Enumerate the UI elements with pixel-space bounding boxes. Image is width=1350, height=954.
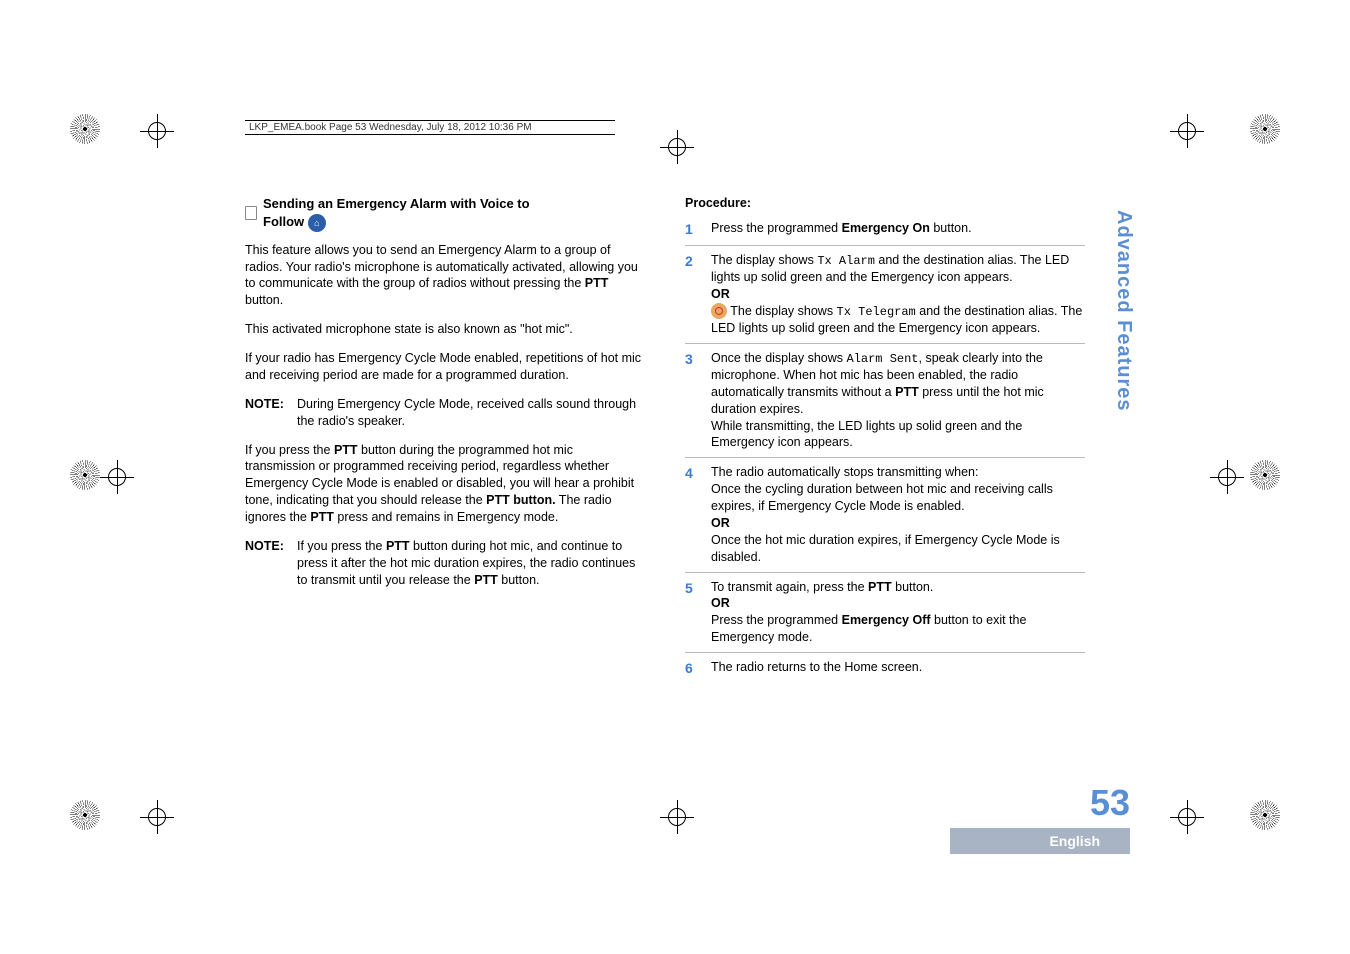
note-body: During Emergency Cycle Mode, received ca…: [297, 396, 645, 430]
note-body: If you press the PTT button during hot m…: [297, 538, 645, 589]
paragraph: If your radio has Emergency Cycle Mode e…: [245, 350, 645, 384]
step-body: The radio automatically stops transmitti…: [711, 464, 1085, 565]
note: NOTE: If you press the PTT button during…: [245, 538, 645, 589]
procedure-step: 4 The radio automatically stops transmit…: [685, 464, 1085, 572]
reg-mark: [100, 460, 134, 494]
left-column: Sending an Emergency Alarm with Voice to…: [245, 195, 645, 690]
reg-mark: [1250, 460, 1280, 490]
step-number: 3: [685, 350, 699, 452]
reg-mark: [1250, 114, 1280, 144]
step-number: 1: [685, 220, 699, 239]
right-column: Procedure: 1 Press the programmed Emerge…: [685, 195, 1085, 690]
step-number: 4: [685, 464, 699, 565]
procedure-step: 3 Once the display shows Alarm Sent, spe…: [685, 350, 1085, 459]
reg-mark: [1170, 114, 1204, 148]
side-tab-label: Advanced Features: [1105, 210, 1135, 412]
signal-icon: [711, 303, 727, 319]
paragraph: This feature allows you to send an Emerg…: [245, 242, 645, 310]
procedure-step: 2 The display shows Tx Alarm and the des…: [685, 252, 1085, 344]
procedure-step: 1 Press the programmed Emergency On butt…: [685, 220, 1085, 246]
reg-mark: [70, 800, 100, 830]
step-body: To transmit again, press the PTT button.…: [711, 579, 1085, 647]
section-title: Sending an Emergency Alarm with Voice to…: [245, 195, 645, 232]
page-number: 53: [1040, 782, 1130, 824]
note: NOTE: During Emergency Cycle Mode, recei…: [245, 396, 645, 430]
procedure-title: Procedure:: [685, 195, 1085, 212]
step-number: 2: [685, 252, 699, 337]
section-title-line1: Sending an Emergency Alarm with Voice to: [263, 196, 530, 211]
content-columns: Sending an Emergency Alarm with Voice to…: [245, 195, 1105, 690]
reg-mark: [70, 114, 100, 144]
reg-mark: [1210, 460, 1244, 494]
language-strip: English: [950, 828, 1130, 854]
running-head: LKP_EMEA.book Page 53 Wednesday, July 18…: [245, 120, 615, 135]
reg-mark: [70, 460, 100, 490]
section-title-line2: Follow: [263, 214, 304, 229]
reg-mark: [1250, 800, 1280, 830]
step-body: The display shows Tx Alarm and the desti…: [711, 252, 1085, 337]
step-body: Once the display shows Alarm Sent, speak…: [711, 350, 1085, 452]
paragraph: If you press the PTT button during the p…: [245, 442, 645, 526]
note-label: NOTE:: [245, 538, 289, 589]
language-label: English: [1049, 833, 1100, 849]
step-body: The radio returns to the Home screen.: [711, 659, 1085, 678]
step-number: 6: [685, 659, 699, 678]
reg-mark: [1170, 800, 1204, 834]
reg-mark: [140, 800, 174, 834]
procedure-step: 5 To transmit again, press the PTT butto…: [685, 579, 1085, 654]
page-number-box: 53: [1040, 782, 1130, 824]
step-body: Press the programmed Emergency On button…: [711, 220, 1085, 239]
page-body: LKP_EMEA.book Page 53 Wednesday, July 18…: [245, 120, 1105, 820]
step-number: 5: [685, 579, 699, 647]
note-label: NOTE:: [245, 396, 289, 430]
reg-mark: [140, 114, 174, 148]
procedure-step: 6 The radio returns to the Home screen.: [685, 659, 1085, 684]
feature-badge-icon: ⌂: [308, 214, 326, 232]
book-icon: [245, 206, 257, 220]
paragraph: This activated microphone state is also …: [245, 321, 645, 338]
